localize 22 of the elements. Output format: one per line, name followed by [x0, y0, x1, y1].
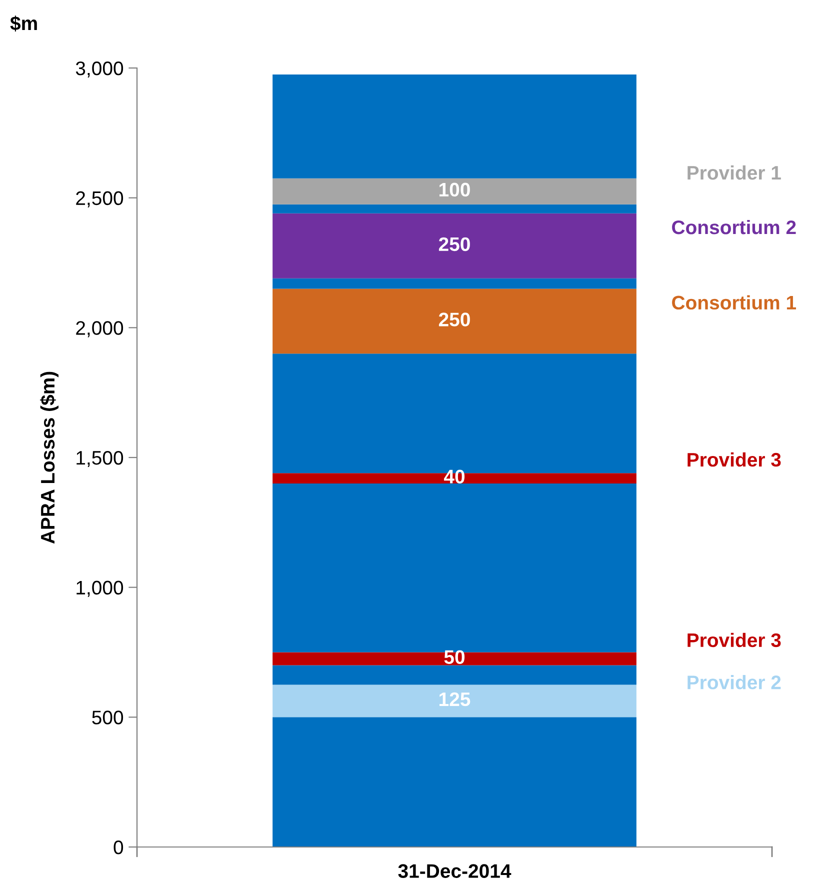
- data-label: 40: [444, 470, 465, 484]
- text: Provider 2: [688, 675, 781, 690]
- text: Provider 3: [688, 632, 781, 648]
- y-tick-label: 1,500: [76, 450, 124, 468]
- y-tick-label: 1,000: [76, 580, 124, 597]
- y-axis-title: APRA Losses ($m): [40, 372, 58, 544]
- y-tick-label: 3,000: [76, 61, 124, 78]
- data-label: 250: [438, 312, 470, 326]
- data-label: 100: [440, 182, 470, 197]
- text: Provider 1: [688, 165, 781, 180]
- series-label: Consortium 1: [672, 295, 796, 310]
- data-label: 125: [440, 692, 470, 706]
- y-tick-label: 0: [114, 840, 124, 854]
- data-label: 250: [438, 237, 470, 252]
- data-label: 50: [444, 650, 465, 664]
- y-tick-label: 500: [92, 710, 124, 724]
- x-tick-label: 31-Dec-2014: [398, 864, 512, 878]
- text: $m: [10, 16, 37, 32]
- y-tick-label: 2,500: [76, 191, 124, 208]
- text: Provider 3: [688, 452, 781, 467]
- y-tick-label: 2,000: [76, 321, 124, 338]
- series-label: Consortium 2: [672, 220, 796, 234]
